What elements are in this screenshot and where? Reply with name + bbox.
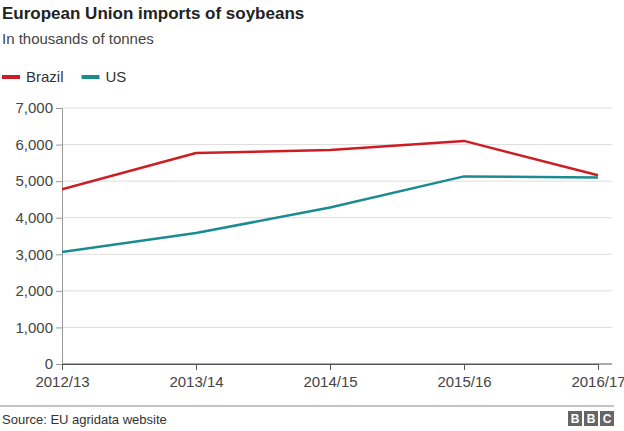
logo-box bbox=[600, 411, 614, 426]
y-tick-mark bbox=[56, 218, 62, 219]
grid-line bbox=[62, 108, 612, 109]
x-tick: 2012/13 bbox=[35, 364, 89, 390]
x-tick-label: 2014/15 bbox=[303, 373, 357, 390]
y-tick-label: 1,000 bbox=[15, 319, 53, 336]
x-tick-label: 2013/14 bbox=[169, 373, 223, 390]
grid-line bbox=[62, 144, 612, 145]
x-axis: 2012/13 2013/14 2014/15 2015/16 2016/17 bbox=[35, 364, 624, 390]
x-tick: 2014/15 bbox=[303, 364, 357, 390]
legend-swatch bbox=[2, 75, 20, 79]
grid-line bbox=[62, 181, 612, 182]
logo-box bbox=[584, 411, 598, 426]
y-tick: 0 bbox=[45, 355, 62, 372]
x-tick-label: 2015/16 bbox=[437, 373, 491, 390]
y-tick-mark bbox=[56, 145, 62, 146]
logo: BBC bbox=[568, 411, 614, 426]
series-line bbox=[62, 176, 598, 252]
x-tick: 2015/16 bbox=[437, 364, 491, 390]
y-tick-label: 7,000 bbox=[15, 99, 53, 116]
footer-rule bbox=[0, 406, 614, 407]
x-tick-mark bbox=[330, 364, 331, 370]
grid-line bbox=[62, 254, 612, 255]
x-tick-mark bbox=[196, 364, 197, 370]
subtitle: In thousands of tonnes bbox=[2, 30, 154, 47]
y-tick: 2,000 bbox=[15, 282, 62, 299]
y-tick: 3,000 bbox=[15, 246, 62, 263]
y-axis: 0 1,000 2,000 3,000 4,000 5,000 6,000 7,000 bbox=[15, 99, 62, 372]
y-axis-line bbox=[62, 109, 63, 365]
x-tick: 2016/17 bbox=[571, 364, 624, 390]
y-tick-mark bbox=[56, 181, 62, 182]
legend-entry: US bbox=[82, 68, 127, 85]
series-line bbox=[62, 141, 598, 189]
y-tick-mark bbox=[56, 254, 62, 255]
y-tick-label: 5,000 bbox=[15, 172, 53, 189]
source: Source: EU agridata website bbox=[2, 412, 167, 427]
x-tick-label: 2012/13 bbox=[35, 373, 89, 390]
grid-line bbox=[62, 364, 612, 365]
legend-label: US bbox=[106, 68, 127, 85]
logo-box bbox=[568, 411, 582, 426]
grid-line bbox=[62, 290, 612, 291]
legend-label: Brazil bbox=[26, 68, 64, 85]
legend-swatch bbox=[82, 75, 100, 79]
grid-line bbox=[62, 217, 612, 218]
y-tick-mark bbox=[56, 327, 62, 328]
y-tick: 7,000 bbox=[15, 99, 62, 116]
x-tick-label: 2016/17 bbox=[571, 373, 624, 390]
x-tick-mark bbox=[598, 364, 599, 370]
y-tick-mark bbox=[56, 291, 62, 292]
grid bbox=[62, 108, 612, 364]
y-tick-label: 0 bbox=[45, 355, 53, 372]
x-tick-mark bbox=[464, 364, 465, 370]
y-tick-label: 4,000 bbox=[15, 209, 53, 226]
y-tick-mark bbox=[56, 364, 62, 365]
x-tick-mark bbox=[62, 364, 63, 370]
y-tick: 5,000 bbox=[15, 172, 62, 189]
y-tick: 4,000 bbox=[15, 209, 62, 226]
series-lines bbox=[62, 141, 598, 252]
y-tick: 6,000 bbox=[15, 136, 62, 153]
y-tick-label: 3,000 bbox=[15, 246, 53, 263]
logo-text: BBC bbox=[571, 412, 612, 426]
y-tick-mark bbox=[56, 108, 62, 109]
y-tick: 1,000 bbox=[15, 319, 62, 336]
chart: European Union imports of soybeans In tho… bbox=[0, 0, 624, 431]
title: European Union imports of soybeans bbox=[2, 4, 304, 23]
legend-entry: Brazil bbox=[2, 68, 64, 85]
x-tick: 2013/14 bbox=[169, 364, 223, 390]
y-tick-label: 2,000 bbox=[15, 282, 53, 299]
grid-line bbox=[62, 327, 612, 328]
y-tick-label: 6,000 bbox=[15, 136, 53, 153]
